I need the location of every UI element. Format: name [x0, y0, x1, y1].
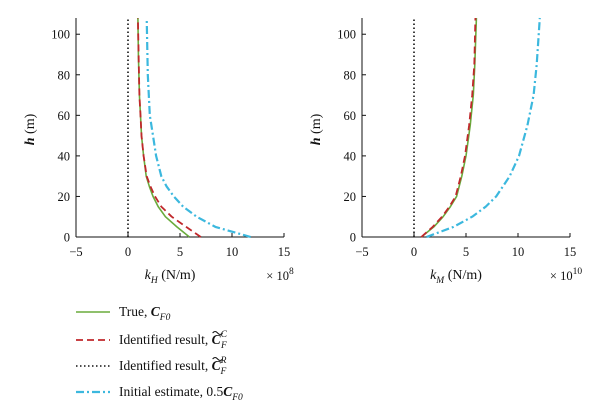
series-line-identified_c — [137, 17, 202, 238]
legend-math-sub: F — [219, 367, 226, 377]
y-axis-label: h (m) — [309, 113, 324, 145]
legend-math-sub: F0 — [231, 393, 243, 403]
legend-math-sub: F — [220, 341, 227, 351]
series-line-true — [137, 17, 190, 238]
series-line-initial — [426, 17, 541, 239]
x-axis-multiplier: × 1010 — [550, 267, 582, 283]
y-axis-label: h (m) — [23, 113, 38, 145]
y-tick-label: 100 — [337, 28, 356, 42]
legend-math-sup: R — [220, 356, 227, 366]
x-axis-label-main: k — [430, 268, 437, 283]
x-axis-label: kM (N/m) — [430, 268, 482, 286]
x-axis-multiplier-exp: 10 — [573, 267, 583, 277]
legend-entry-identified_r: Identified result, CR F — [119, 356, 227, 377]
x-axis-multiplier-exp: 8 — [289, 267, 294, 277]
x-tick-label: 5 — [177, 245, 183, 259]
x-tick-label: 10 — [512, 245, 525, 259]
x-axis-label-sub: M — [435, 276, 445, 286]
x-tick-label: 15 — [564, 245, 577, 259]
x-tick-label: 0 — [411, 245, 417, 259]
series-line-identified_c — [420, 17, 477, 238]
legend-entry-initial: Initial estimate, 0.5CF0 — [119, 384, 243, 403]
y-tick-label: 40 — [58, 149, 71, 163]
x-tick-label: −5 — [355, 245, 368, 259]
x-tick-label: 15 — [278, 245, 291, 259]
legend-text: Initial estimate, 0.5 — [119, 384, 223, 399]
y-tick-label: 80 — [344, 68, 357, 82]
x-tick-label: 10 — [226, 245, 239, 259]
y-tick-label: 60 — [58, 109, 71, 123]
y-axis-label-main: h — [23, 137, 38, 145]
legend-entry-true: True, CF0 — [119, 304, 171, 323]
legend-math-sup: C — [221, 330, 228, 340]
x-axis-multiplier-base: × 10 — [550, 269, 573, 283]
y-tick-label: 40 — [344, 149, 357, 163]
legend-math: C — [212, 358, 222, 373]
legend-math-sub: F0 — [159, 313, 171, 323]
x-axis-label-unit: (N/m) — [444, 268, 482, 283]
tilde-accent — [212, 331, 223, 335]
x-tick-label: 5 — [463, 245, 469, 259]
y-axis-label-main: h — [309, 137, 324, 145]
x-axis-label-main: k — [145, 268, 152, 283]
y-axis-label-unit: (m) — [23, 113, 38, 137]
legend-text: Identified result, — [119, 332, 212, 347]
legend-text: Identified result, — [119, 358, 212, 373]
x-tick-label: −5 — [69, 245, 82, 259]
y-tick-label: 100 — [51, 28, 70, 42]
series-line-initial — [145, 17, 252, 239]
y-tick-label: 80 — [58, 68, 71, 82]
legend-text: True, — [119, 304, 151, 319]
x-tick-label: 0 — [125, 245, 131, 259]
y-tick-label: 60 — [344, 109, 357, 123]
x-axis-label-sub: H — [150, 276, 159, 286]
x-axis-multiplier: × 108 — [266, 267, 294, 283]
x-axis-multiplier-base: × 10 — [266, 269, 289, 283]
legend-entry-identified_c: Identified result, CC F — [119, 330, 228, 351]
legend-math: C — [223, 384, 233, 399]
tilde-accent — [212, 357, 223, 361]
legend-math: C — [151, 304, 161, 319]
y-axis-label-unit: (m) — [309, 113, 324, 137]
legend-math: C — [212, 332, 222, 347]
y-tick-label: 0 — [350, 231, 356, 245]
x-axis-label-unit: (N/m) — [158, 268, 196, 283]
y-tick-label: 20 — [344, 190, 357, 204]
y-tick-label: 0 — [64, 231, 70, 245]
x-axis-label: kH (N/m) — [145, 268, 196, 286]
y-tick-label: 20 — [58, 190, 71, 204]
